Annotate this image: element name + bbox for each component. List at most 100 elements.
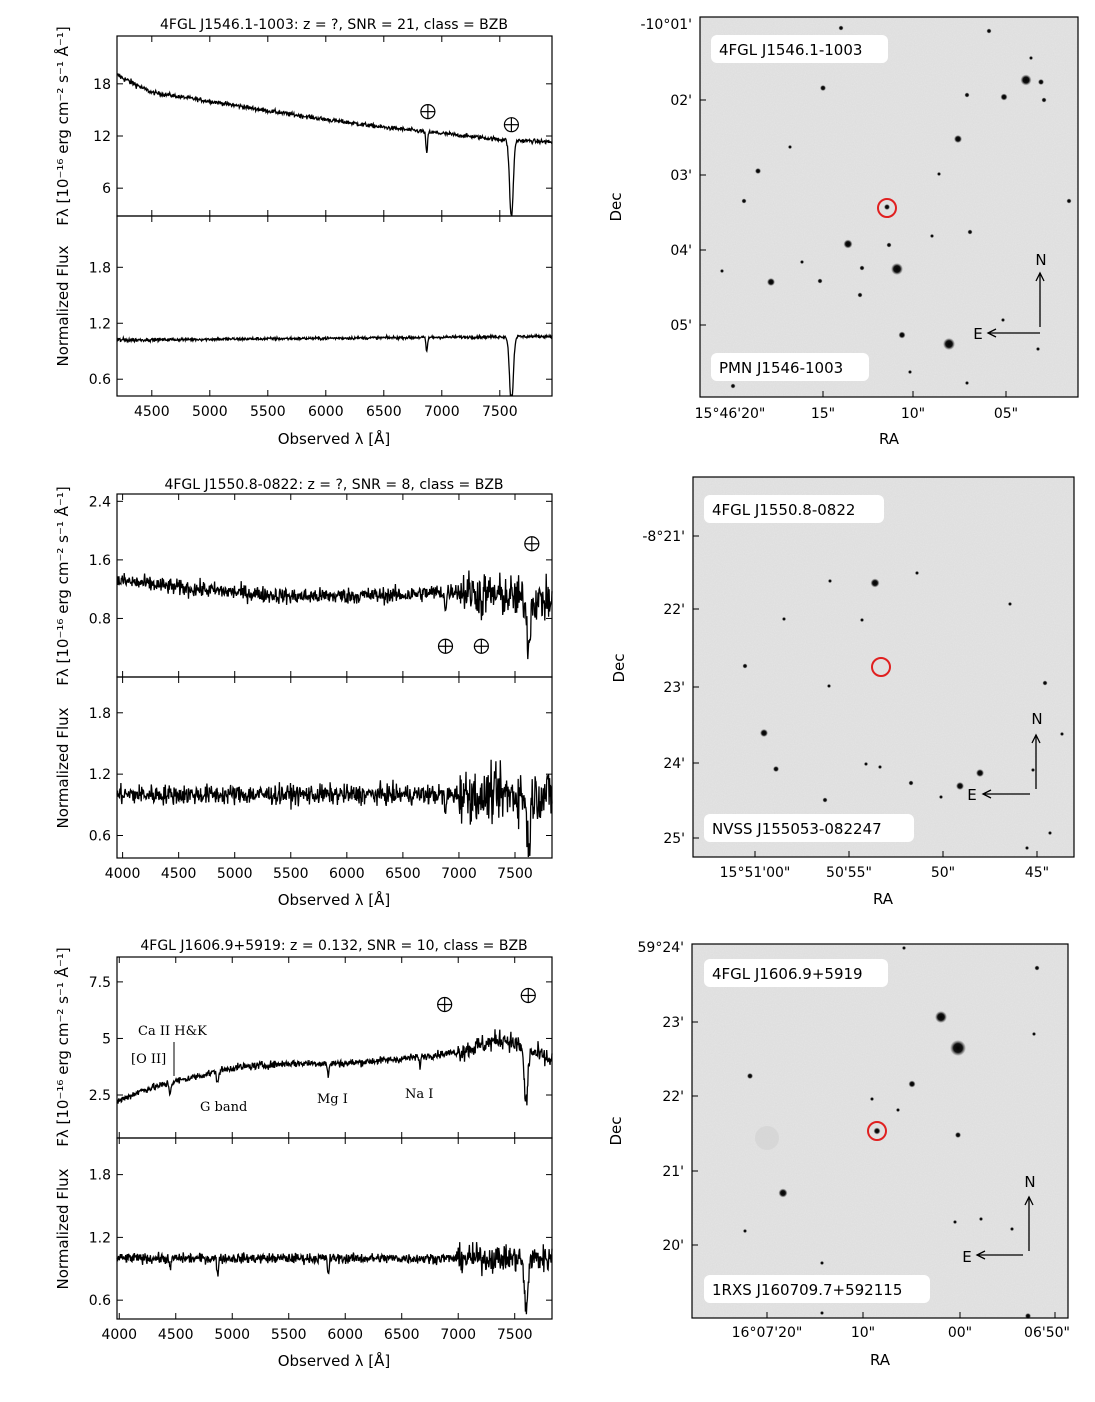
ra-tick-label: 06'50" — [1024, 1325, 1070, 1341]
dec-tick-label: 05' — [670, 318, 692, 334]
norm-plot-1: 0.6 1.2 1.8 4500 5000 5500 6000 6500 7000 7500 — [89, 216, 553, 420]
dec-tick-label: -10°01' — [640, 17, 692, 33]
x-tick-label: 5500 — [271, 1327, 307, 1343]
y-tick-label: 5 — [102, 1031, 111, 1047]
image-label-bottom-2: NVSS J155053-082247 — [712, 820, 882, 838]
finding-chart-1: 4FGL J1546.1-1003 PMN J1546-1003 N E 15°… — [607, 16, 1079, 448]
finding-chart-3: 4FGL J1606.9+5919 1RXS J160709.7+592115 … — [607, 940, 1070, 1369]
label-box-top-3 — [704, 959, 888, 987]
spectrum-title-3: 4FGL J1606.9+5919: z = 0.132, SNR = 10, … — [140, 938, 527, 954]
line-label-gband: G band — [200, 1100, 247, 1115]
target-source-3 — [873, 1127, 881, 1135]
x-tick-label: 5500 — [273, 866, 309, 882]
compass-3: N E — [962, 1173, 1035, 1266]
dec-tick-label: -8°21' — [642, 529, 685, 545]
x-tick-label: 5000 — [192, 404, 228, 420]
y-tick-label: 1.2 — [89, 1230, 111, 1246]
stars-1 — [720, 25, 1072, 389]
x-tick-label: 5000 — [217, 866, 253, 882]
spectrum-line — [116, 1029, 553, 1106]
compass-2: N E — [967, 710, 1042, 804]
ra-tick-label: 10" — [851, 1325, 875, 1341]
image-label-bottom-3: 1RXS J160709.7+592115 — [712, 1281, 902, 1299]
norm-plot-2: 0.6 1.2 1.8 4000 4500 5000 5500 6000 6500 7000 750… — [89, 677, 553, 882]
norm-panel-3: 0.6 1.2 1.8 4000 4500 5000 5500 6000 6500 7000 750… — [89, 1137, 553, 1343]
spectrum-line — [116, 1242, 553, 1315]
label-box-top-1 — [711, 35, 888, 63]
y-tick-label: 1.6 — [89, 553, 111, 569]
x-tick-label: 4000 — [101, 1327, 137, 1343]
x-tick-label: 6000 — [308, 404, 344, 420]
norm-ylabel-1: Normalized Flux — [54, 245, 72, 366]
x-tick-label: 6000 — [329, 866, 365, 882]
image-label-top-2: 4FGL J1550.8-0822 — [712, 501, 855, 519]
x-tick-label: 7500 — [497, 1327, 533, 1343]
ra-tick-label: 15°46'20" — [695, 406, 766, 422]
x-tick-label: 7000 — [424, 404, 460, 420]
dec-tick-label: 23' — [662, 1015, 684, 1031]
flux-ylabel-1: Fλ [10⁻¹⁶ erg cm⁻² s⁻¹ Å⁻¹] — [53, 26, 72, 225]
flux-plot-3: 2.5 5 7.5 — [89, 957, 553, 1138]
compass-1: N E — [973, 251, 1046, 343]
image-ylabel-2: Dec — [610, 653, 628, 682]
ra-tick-label: 00" — [948, 1325, 972, 1341]
y-tick-label: 2.5 — [89, 1088, 111, 1104]
ra-tick-label: 45" — [1025, 865, 1049, 881]
y-tick-label: 7.5 — [89, 975, 111, 991]
flux-frame-3 — [116, 956, 553, 1139]
line-label-ca: Ca II H&K — [138, 1024, 207, 1039]
spectrum-title-1: 4FGL J1546.1-1003: z = ?, SNR = 21, clas… — [160, 17, 508, 33]
dec-tick-label: 22' — [663, 602, 685, 618]
target-circle-1 — [877, 198, 897, 218]
ra-tick-label: 50" — [931, 865, 955, 881]
y-tick-label: 0.6 — [89, 372, 111, 388]
x-tick-label: 7000 — [441, 866, 477, 882]
row-1: 6 12 18 4FGL J1546.1-1003: z = ?, SNR = 21… — [53, 16, 1079, 448]
image-xlabel-3: RA — [870, 1351, 891, 1369]
spectrum-line — [116, 333, 553, 396]
spectrum-line — [116, 570, 553, 660]
flux-plot-2: 0.8 1.6 2.4 — [89, 494, 553, 677]
dec-tick-label: 02' — [670, 93, 692, 109]
image-ylabel-1: Dec — [607, 192, 625, 221]
target-circle-2 — [871, 657, 891, 677]
spectrum-line — [116, 759, 553, 858]
compass-east-2: E — [967, 786, 976, 804]
dec-tick-label: 22' — [662, 1089, 684, 1105]
label-box-bottom-3 — [704, 1275, 930, 1303]
flux-panel-2: 0.8 1.6 2.4 4FGL J1550.8-0822: z = ?, SNR … — [89, 477, 553, 678]
compass-east-1: E — [973, 325, 982, 343]
image-ra-ticks-2: 15°51'00" 50'55" 50" 45" — [720, 851, 1049, 881]
line-labels-3: Ca II H&K [O II] G band Mg I Na I — [131, 1024, 433, 1115]
image-grain-2 — [693, 477, 1074, 857]
image-xlabel-1: RA — [879, 430, 900, 448]
x-tick-label: 6500 — [366, 404, 402, 420]
x-tick-label: 4500 — [158, 1327, 194, 1343]
norm-panel-2: 0.6 1.2 1.8 4000 4500 5000 5500 6000 6500 7000 750… — [89, 676, 553, 882]
y-tick-label: 0.6 — [89, 829, 111, 845]
y-tick-label: 1.2 — [89, 316, 111, 332]
x-tick-label: 7000 — [440, 1327, 476, 1343]
y-tick-label: 1.2 — [89, 767, 111, 783]
image-frame-1 — [699, 16, 1079, 398]
norm-frame-3 — [116, 1137, 553, 1320]
x-label-2: Observed λ [Å] — [278, 890, 391, 909]
compass-north-2: N — [1031, 710, 1042, 728]
label-box-bottom-1 — [711, 353, 869, 381]
dec-tick-label: 59°24' — [638, 940, 684, 956]
dec-tick-label: 23' — [663, 680, 685, 696]
ra-tick-label: 15" — [811, 406, 835, 422]
image-ra-ticks-1: 15°46'20" 15" 10" 05" — [695, 391, 1018, 422]
image-frame-2 — [692, 476, 1075, 858]
y-tick-label: 0.8 — [89, 611, 111, 627]
x-tick-label: 5500 — [250, 404, 286, 420]
ra-tick-label: 16°07'20" — [732, 1325, 803, 1341]
norm-panel-1: 0.6 1.2 1.8 4500 5000 5500 6000 6500 7000 7500 — [89, 215, 553, 420]
x-tick-label: 4500 — [134, 404, 170, 420]
x-tick-label: 7500 — [482, 404, 518, 420]
dec-tick-label: 24' — [663, 756, 685, 772]
stars-2 — [742, 571, 1064, 850]
stars-3 — [743, 946, 1040, 1319]
flux-frame-1 — [116, 35, 553, 217]
image-label-top-1: 4FGL J1546.1-1003 — [719, 41, 862, 59]
